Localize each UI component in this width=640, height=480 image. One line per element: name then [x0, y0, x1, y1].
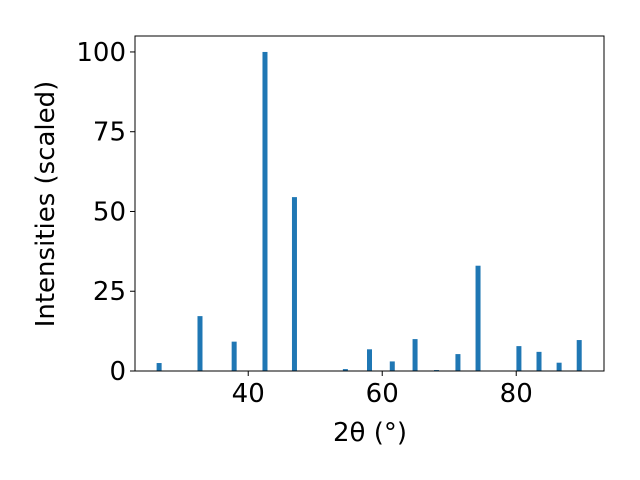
bar: [475, 265, 481, 371]
bar: [291, 197, 297, 371]
y-tick-label: 25: [93, 277, 126, 307]
bar: [412, 339, 418, 371]
bar: [262, 51, 268, 371]
plot-frame: [134, 35, 605, 372]
y-tick-label: 50: [93, 197, 126, 227]
bar: [342, 369, 348, 371]
x-tick-label: 60: [366, 379, 399, 409]
y-tick-label: 0: [109, 357, 126, 387]
x-axis-label: 2θ (°): [333, 418, 407, 448]
bar: [556, 362, 562, 371]
bar: [516, 346, 522, 371]
y-tick-label: 100: [76, 38, 126, 68]
bar: [367, 349, 372, 371]
y-tick-label: 75: [93, 118, 126, 148]
x-tick-label: 80: [500, 379, 533, 409]
bar: [455, 354, 461, 371]
x-tick-label: 40: [232, 379, 265, 409]
bar: [576, 340, 582, 371]
bar: [156, 363, 162, 371]
y-axis-label: Intensities (scaled): [31, 81, 61, 328]
bar: [536, 351, 542, 371]
bar: [389, 361, 395, 371]
bar: [231, 341, 237, 371]
bar: [197, 316, 203, 371]
